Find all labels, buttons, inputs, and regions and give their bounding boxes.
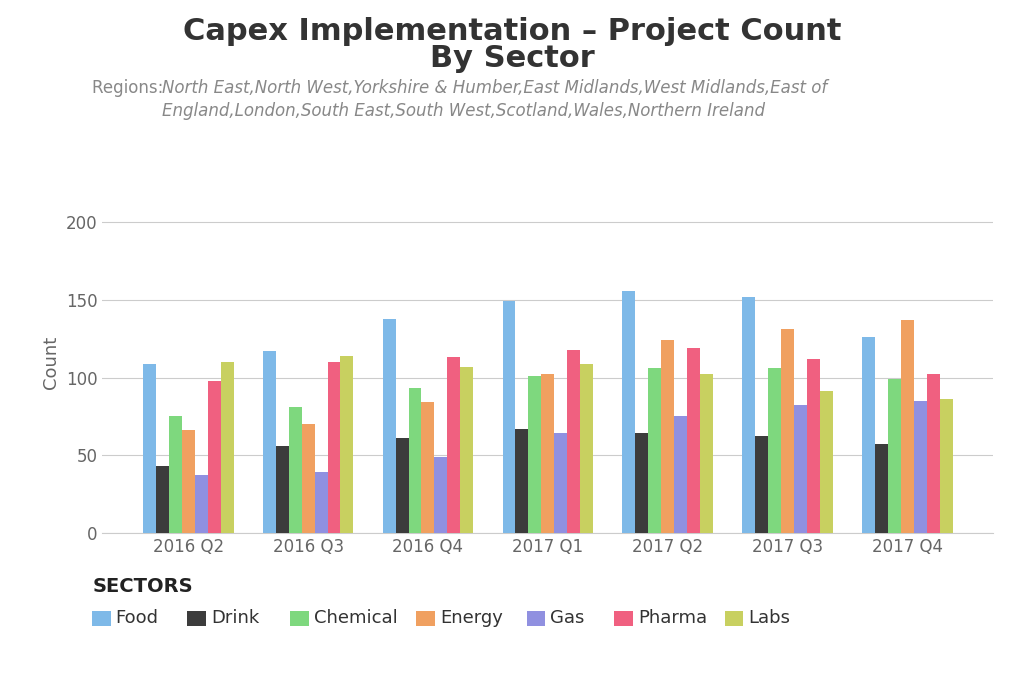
Bar	[623, 290, 635, 533]
Bar	[888, 379, 901, 533]
Bar	[876, 444, 888, 533]
Text: Gas: Gas	[551, 609, 585, 627]
Bar	[794, 406, 807, 533]
Bar	[395, 438, 409, 533]
Bar	[169, 417, 181, 533]
Bar	[542, 374, 554, 533]
Bar	[862, 337, 876, 533]
Bar	[263, 351, 275, 533]
Bar	[447, 357, 461, 533]
Text: SECTORS: SECTORS	[92, 577, 193, 596]
Text: Regions:: Regions:	[92, 79, 169, 96]
Bar	[220, 362, 233, 533]
Text: England,London,South East,South West,Scotland,Wales,Northern Ireland: England,London,South East,South West,Sco…	[162, 102, 765, 120]
Bar	[461, 367, 473, 533]
Bar	[781, 329, 794, 533]
Text: Chemical: Chemical	[313, 609, 397, 627]
Bar	[314, 472, 328, 533]
Bar	[674, 417, 687, 533]
Bar	[820, 391, 833, 533]
Bar	[383, 318, 395, 533]
Text: Drink: Drink	[211, 609, 259, 627]
Bar	[208, 380, 220, 533]
Text: North East,North West,Yorkshire & Humber,East Midlands,West Midlands,East of: North East,North West,Yorkshire & Humber…	[162, 79, 827, 96]
Text: Pharma: Pharma	[638, 609, 708, 627]
Bar	[756, 436, 768, 533]
Bar	[328, 362, 340, 533]
Bar	[687, 348, 700, 533]
Bar	[807, 359, 820, 533]
Bar	[914, 401, 927, 533]
Bar	[503, 301, 515, 533]
Bar	[340, 356, 353, 533]
Bar	[409, 389, 422, 533]
Bar	[742, 297, 756, 533]
Bar	[768, 368, 781, 533]
Bar	[927, 374, 940, 533]
Text: Capex Implementation – Project Count: Capex Implementation – Project Count	[182, 17, 842, 46]
Bar	[700, 374, 713, 533]
Bar	[901, 320, 914, 533]
Bar	[940, 400, 952, 533]
Bar	[567, 350, 581, 533]
Bar	[528, 376, 542, 533]
Bar	[434, 457, 447, 533]
Bar	[635, 434, 648, 533]
Bar	[515, 429, 528, 533]
Bar	[302, 424, 314, 533]
Text: Labs: Labs	[749, 609, 791, 627]
Text: Energy: Energy	[440, 609, 503, 627]
Bar	[275, 446, 289, 533]
Text: Food: Food	[116, 609, 159, 627]
Y-axis label: Count: Count	[42, 335, 60, 389]
Bar	[662, 340, 674, 533]
Bar	[648, 368, 662, 533]
Text: By Sector: By Sector	[430, 44, 594, 73]
Bar	[289, 407, 302, 533]
Bar	[554, 434, 567, 533]
Bar	[181, 430, 195, 533]
Bar	[156, 466, 169, 533]
Bar	[581, 363, 593, 533]
Bar	[195, 475, 208, 533]
Bar	[143, 363, 156, 533]
Bar	[422, 402, 434, 533]
